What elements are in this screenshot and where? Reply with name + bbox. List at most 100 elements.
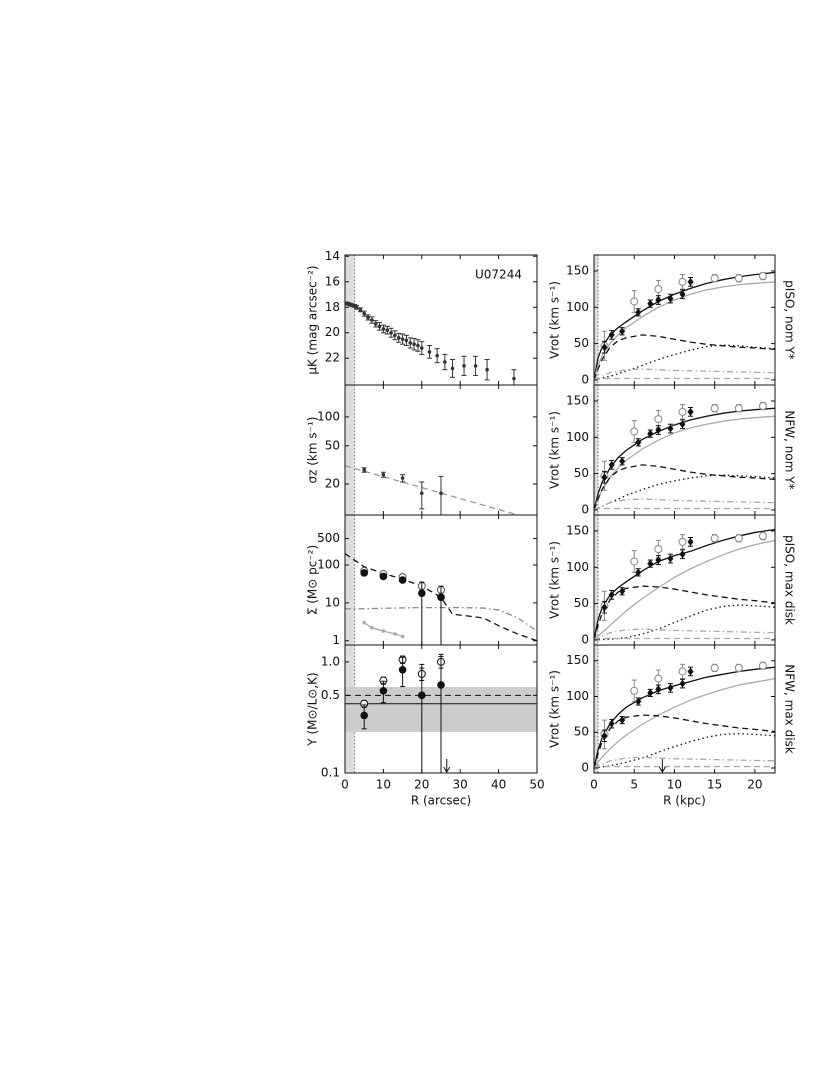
data-point bbox=[362, 311, 367, 316]
model-curve bbox=[594, 539, 775, 641]
data-point bbox=[416, 343, 420, 348]
plot-area bbox=[594, 385, 775, 515]
data-point bbox=[601, 473, 608, 482]
data-point bbox=[647, 688, 654, 697]
data-point bbox=[358, 308, 363, 312]
x-tick-label: 10 bbox=[376, 778, 391, 792]
data-point bbox=[687, 407, 694, 416]
data-point bbox=[678, 537, 687, 546]
model-curve bbox=[594, 714, 775, 769]
x-tick-label: 20 bbox=[414, 778, 429, 792]
x-tick-label: 15 bbox=[707, 778, 722, 792]
y-axis-label: Vrot (km s⁻¹) bbox=[548, 541, 562, 619]
beam-region bbox=[594, 385, 599, 515]
plot-frame bbox=[593, 644, 776, 774]
data-point bbox=[400, 634, 405, 639]
data-point bbox=[678, 277, 687, 286]
model-curve bbox=[594, 334, 775, 381]
data-point bbox=[734, 404, 743, 413]
beam-region bbox=[594, 645, 599, 773]
y-tick-label: 10 bbox=[325, 595, 340, 609]
data-point bbox=[667, 683, 674, 692]
data-point bbox=[630, 427, 639, 436]
data-point bbox=[667, 424, 674, 433]
arrow bbox=[443, 759, 451, 773]
data-point bbox=[647, 559, 654, 568]
y-tick-label: 50 bbox=[574, 596, 589, 610]
data-point bbox=[710, 534, 719, 543]
data-point bbox=[667, 554, 674, 563]
beam-region bbox=[594, 515, 599, 645]
model-curve bbox=[594, 464, 775, 511]
beam-region bbox=[345, 255, 355, 385]
model-curve bbox=[594, 756, 775, 769]
data-point bbox=[381, 629, 386, 633]
y-tick-label: 100 bbox=[566, 560, 589, 574]
data-point bbox=[678, 407, 687, 416]
panel: 0 50 100 150 Vrot (km s⁻¹) NFW, nom Υ* bbox=[548, 384, 797, 516]
data-point bbox=[654, 545, 663, 554]
y-tick-label: 150 bbox=[566, 653, 589, 667]
data-point bbox=[396, 336, 401, 340]
beam-region bbox=[345, 385, 355, 515]
y-tick-label: 100 bbox=[566, 430, 589, 444]
data-point bbox=[443, 360, 447, 364]
y-tick-label: 22 bbox=[325, 351, 340, 365]
data-point bbox=[608, 460, 615, 469]
data-point bbox=[758, 661, 767, 670]
data-point bbox=[393, 632, 397, 636]
panel-label: NFW, max disk bbox=[783, 664, 797, 754]
y-tick-label: 1 bbox=[332, 633, 340, 647]
model-curve bbox=[594, 585, 775, 641]
data-point bbox=[354, 305, 359, 310]
y-tick-label: 500 bbox=[317, 531, 340, 545]
model-curve bbox=[345, 465, 518, 515]
data-point bbox=[366, 315, 370, 320]
model-curve bbox=[345, 606, 537, 632]
plot-area bbox=[345, 515, 537, 645]
data-point bbox=[619, 327, 626, 336]
y-axis-label: Vrot (km s⁻¹) bbox=[548, 281, 562, 359]
y-tick-label: 0.1 bbox=[321, 766, 340, 780]
y-tick-label: 0 bbox=[581, 372, 589, 386]
data-point bbox=[420, 346, 424, 350]
data-point bbox=[678, 667, 687, 676]
data-point bbox=[647, 299, 654, 308]
data-point bbox=[734, 534, 743, 543]
data-point bbox=[667, 294, 674, 303]
data-point bbox=[362, 468, 367, 472]
plot-area bbox=[594, 255, 775, 385]
data-point bbox=[389, 330, 393, 335]
model-curve bbox=[594, 498, 775, 511]
data-point bbox=[400, 337, 405, 341]
y-tick-label: 20 bbox=[325, 476, 340, 490]
data-point bbox=[679, 290, 686, 299]
data-point bbox=[601, 343, 608, 352]
data-point bbox=[439, 491, 443, 496]
data-point bbox=[655, 296, 662, 305]
data-point bbox=[385, 328, 390, 332]
y-tick-label: 50 bbox=[574, 466, 589, 480]
data-point bbox=[654, 674, 663, 683]
data-point bbox=[398, 665, 407, 674]
y-axis-label: Σ (M⊙ pc⁻²) bbox=[306, 545, 320, 615]
data-point bbox=[655, 556, 662, 565]
data-point bbox=[655, 426, 662, 435]
x-tick-label: 20 bbox=[747, 778, 762, 792]
y-tick-label: 100 bbox=[317, 558, 340, 572]
data-point bbox=[758, 402, 767, 411]
data-point bbox=[608, 590, 615, 599]
data-point bbox=[485, 367, 489, 372]
data-point bbox=[630, 686, 639, 695]
panel: 0 50 100 150 Vrot (km s⁻¹) pISO, max disk bbox=[548, 514, 797, 646]
panel: 0 50 100 150 Vrot (km s⁻¹) pISO, nom Υ* bbox=[548, 254, 797, 386]
data-point bbox=[437, 681, 445, 689]
data-point bbox=[635, 308, 642, 317]
plot-area bbox=[345, 385, 518, 515]
y-tick-label: 150 bbox=[566, 393, 589, 407]
data-point bbox=[412, 342, 416, 347]
y-tick-label: 18 bbox=[325, 300, 340, 314]
data-point bbox=[601, 731, 608, 740]
y-tick-label: 16 bbox=[325, 274, 340, 288]
